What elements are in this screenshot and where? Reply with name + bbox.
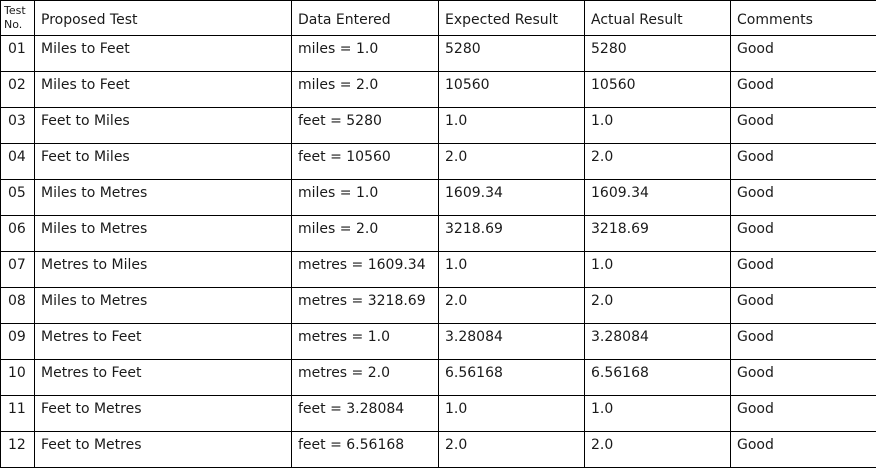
cell-data-entered: feet = 6.56168: [291, 431, 439, 468]
cell-actual-result: 1.0: [584, 251, 731, 288]
header-actual-result: Actual Result: [584, 0, 731, 36]
cell-data-entered: metres = 2.0: [291, 359, 439, 396]
cell-data-entered: feet = 3.28084: [291, 395, 439, 432]
table-row: 11 Feet to Metres feet = 3.28084 1.0 1.0…: [0, 395, 876, 432]
cell-test-no: 02: [0, 71, 35, 108]
cell-test-no: 01: [0, 35, 35, 72]
cell-test-no: 08: [0, 287, 35, 324]
cell-proposed-test: Metres to Feet: [34, 359, 292, 396]
table-row: 04 Feet to Miles feet = 10560 2.0 2.0 Go…: [0, 143, 876, 180]
table-row: 06 Miles to Metres miles = 2.0 3218.69 3…: [0, 215, 876, 252]
cell-proposed-test: Metres to Miles: [34, 251, 292, 288]
cell-comment: Good: [730, 215, 876, 252]
cell-data-entered: metres = 1.0: [291, 323, 439, 360]
cell-comment: Good: [730, 71, 876, 108]
cell-actual-result: 3.28084: [584, 323, 731, 360]
cell-expected-result: 3218.69: [438, 215, 585, 252]
cell-expected-result: 1609.34: [438, 179, 585, 216]
cell-comment: Good: [730, 395, 876, 432]
cell-expected-result: 2.0: [438, 287, 585, 324]
cell-proposed-test: Miles to Metres: [34, 215, 292, 252]
header-expected-result: Expected Result: [438, 0, 585, 36]
header-test-no: Test No.: [0, 0, 35, 36]
cell-actual-result: 10560: [584, 71, 731, 108]
cell-data-entered: feet = 5280: [291, 107, 439, 144]
cell-expected-result: 5280: [438, 35, 585, 72]
header-comments: Comments: [730, 0, 876, 36]
cell-proposed-test: Miles to Metres: [34, 179, 292, 216]
cell-test-no: 03: [0, 107, 35, 144]
cell-expected-result: 1.0: [438, 107, 585, 144]
cell-comment: Good: [730, 179, 876, 216]
cell-expected-result: 1.0: [438, 395, 585, 432]
cell-proposed-test: Feet to Miles: [34, 143, 292, 180]
cell-actual-result: 2.0: [584, 287, 731, 324]
cell-proposed-test: Miles to Metres: [34, 287, 292, 324]
table-row: 12 Feet to Metres feet = 6.56168 2.0 2.0…: [0, 431, 876, 468]
cell-comment: Good: [730, 431, 876, 468]
cell-comment: Good: [730, 35, 876, 72]
cell-actual-result: 1609.34: [584, 179, 731, 216]
cell-actual-result: 3218.69: [584, 215, 731, 252]
cell-comment: Good: [730, 143, 876, 180]
table-row: 05 Miles to Metres miles = 1.0 1609.34 1…: [0, 179, 876, 216]
cell-test-no: 09: [0, 323, 35, 360]
cell-comment: Good: [730, 287, 876, 324]
cell-data-entered: miles = 1.0: [291, 35, 439, 72]
cell-data-entered: miles = 2.0: [291, 71, 439, 108]
cell-test-no: 10: [0, 359, 35, 396]
cell-comment: Good: [730, 323, 876, 360]
cell-proposed-test: Miles to Feet: [34, 35, 292, 72]
table-row: 09 Metres to Feet metres = 1.0 3.28084 3…: [0, 323, 876, 360]
cell-expected-result: 10560: [438, 71, 585, 108]
cell-expected-result: 1.0: [438, 251, 585, 288]
table-row: 08 Miles to Metres metres = 3218.69 2.0 …: [0, 287, 876, 324]
table-body: 01 Miles to Feet miles = 1.0 5280 5280 G…: [0, 35, 876, 468]
table-row: 01 Miles to Feet miles = 1.0 5280 5280 G…: [0, 35, 876, 72]
cell-actual-result: 1.0: [584, 107, 731, 144]
cell-comment: Good: [730, 359, 876, 396]
cell-expected-result: 6.56168: [438, 359, 585, 396]
cell-data-entered: metres = 1609.34: [291, 251, 439, 288]
cell-actual-result: 2.0: [584, 431, 731, 468]
cell-test-no: 05: [0, 179, 35, 216]
cell-comment: Good: [730, 107, 876, 144]
cell-comment: Good: [730, 251, 876, 288]
cell-data-entered: metres = 3218.69: [291, 287, 439, 324]
cell-expected-result: 2.0: [438, 143, 585, 180]
cell-actual-result: 2.0: [584, 143, 731, 180]
cell-test-no: 12: [0, 431, 35, 468]
table-row: 02 Miles to Feet miles = 2.0 10560 10560…: [0, 71, 876, 108]
cell-data-entered: feet = 10560: [291, 143, 439, 180]
cell-test-no: 04: [0, 143, 35, 180]
cell-data-entered: miles = 1.0: [291, 179, 439, 216]
table-header: Test No. Proposed Test Data Entered Expe…: [0, 0, 876, 36]
cell-proposed-test: Feet to Miles: [34, 107, 292, 144]
cell-proposed-test: Feet to Metres: [34, 395, 292, 432]
cell-proposed-test: Feet to Metres: [34, 431, 292, 468]
header-proposed-test: Proposed Test: [34, 0, 292, 36]
cell-actual-result: 5280: [584, 35, 731, 72]
cell-actual-result: 6.56168: [584, 359, 731, 396]
cell-test-no: 07: [0, 251, 35, 288]
cell-expected-result: 2.0: [438, 431, 585, 468]
cell-test-no: 11: [0, 395, 35, 432]
cell-test-no: 06: [0, 215, 35, 252]
cell-expected-result: 3.28084: [438, 323, 585, 360]
cell-proposed-test: Miles to Feet: [34, 71, 292, 108]
table-row: 07 Metres to Miles metres = 1609.34 1.0 …: [0, 251, 876, 288]
header-row: Test No. Proposed Test Data Entered Expe…: [0, 0, 876, 36]
table-row: 03 Feet to Miles feet = 5280 1.0 1.0 Goo…: [0, 107, 876, 144]
table-row: 10 Metres to Feet metres = 2.0 6.56168 6…: [0, 359, 876, 396]
cell-data-entered: miles = 2.0: [291, 215, 439, 252]
cell-actual-result: 1.0: [584, 395, 731, 432]
header-data-entered: Data Entered: [291, 0, 439, 36]
cell-proposed-test: Metres to Feet: [34, 323, 292, 360]
